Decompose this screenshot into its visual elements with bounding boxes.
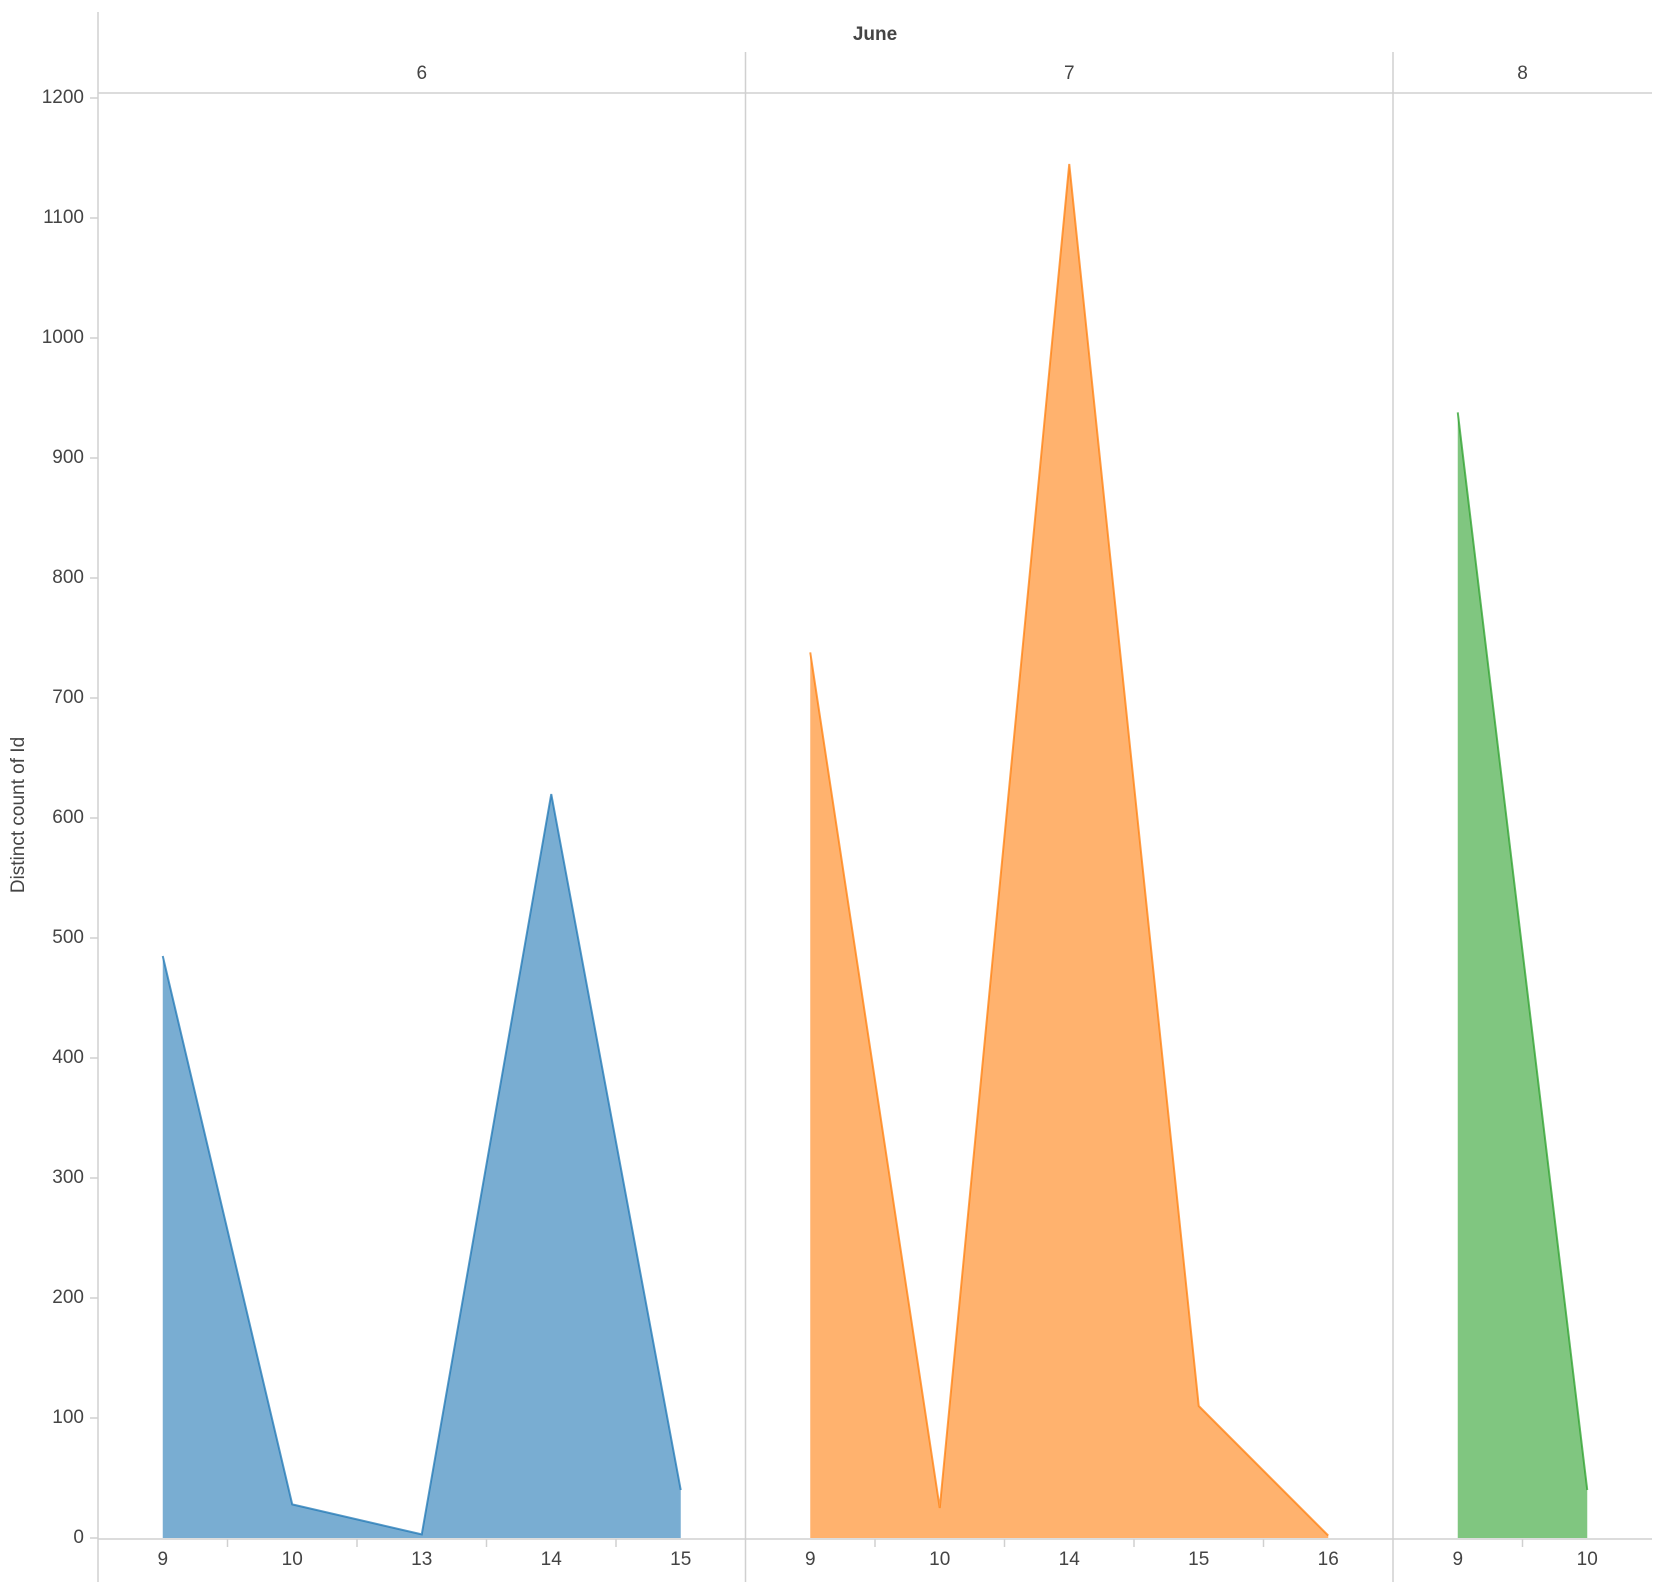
x-tick-label: 10 [282, 1549, 303, 1570]
panel-label: 6 [416, 63, 427, 84]
y-tick-label: 600 [52, 807, 84, 828]
y-tick-label: 500 [52, 927, 84, 948]
y-tick-label: 1000 [42, 327, 84, 348]
y-tick-label: 900 [52, 447, 84, 468]
y-tick-label: 800 [52, 567, 84, 588]
x-tick-label: 16 [1318, 1549, 1339, 1570]
y-tick-label: 300 [52, 1167, 84, 1188]
x-tick-label: 10 [1577, 1549, 1598, 1570]
panel-label: 7 [1064, 63, 1075, 84]
x-tick-label: 9 [805, 1549, 816, 1570]
x-tick-label: 14 [1059, 1549, 1081, 1570]
area-line [809, 163, 1329, 1537]
y-tick-label: 100 [52, 1407, 84, 1428]
y-tick-label: 700 [52, 687, 84, 708]
x-tick-label: 9 [1452, 1549, 1463, 1570]
panel-label: 8 [1517, 63, 1528, 84]
area-line [161, 793, 682, 1536]
y-tick-label: 1200 [42, 87, 84, 108]
area [162, 794, 681, 1538]
chart-title: June [853, 24, 897, 45]
x-tick-label: 9 [157, 1549, 168, 1570]
x-tick-label: 15 [1188, 1549, 1209, 1570]
area-line [1456, 412, 1589, 1491]
y-tick-label: 1100 [43, 207, 84, 228]
x-tick-label: 10 [929, 1549, 950, 1570]
y-axis-title: Distinct count of Id [8, 737, 29, 893]
x-tick-label: 15 [670, 1549, 691, 1570]
area [1457, 412, 1588, 1538]
y-tick-label: 200 [52, 1287, 84, 1308]
y-tick-label: 400 [52, 1047, 84, 1068]
x-tick-label: 13 [411, 1549, 432, 1570]
x-tick-label: 14 [541, 1549, 563, 1570]
y-tick-label: 0 [73, 1527, 84, 1548]
area [810, 164, 1329, 1538]
